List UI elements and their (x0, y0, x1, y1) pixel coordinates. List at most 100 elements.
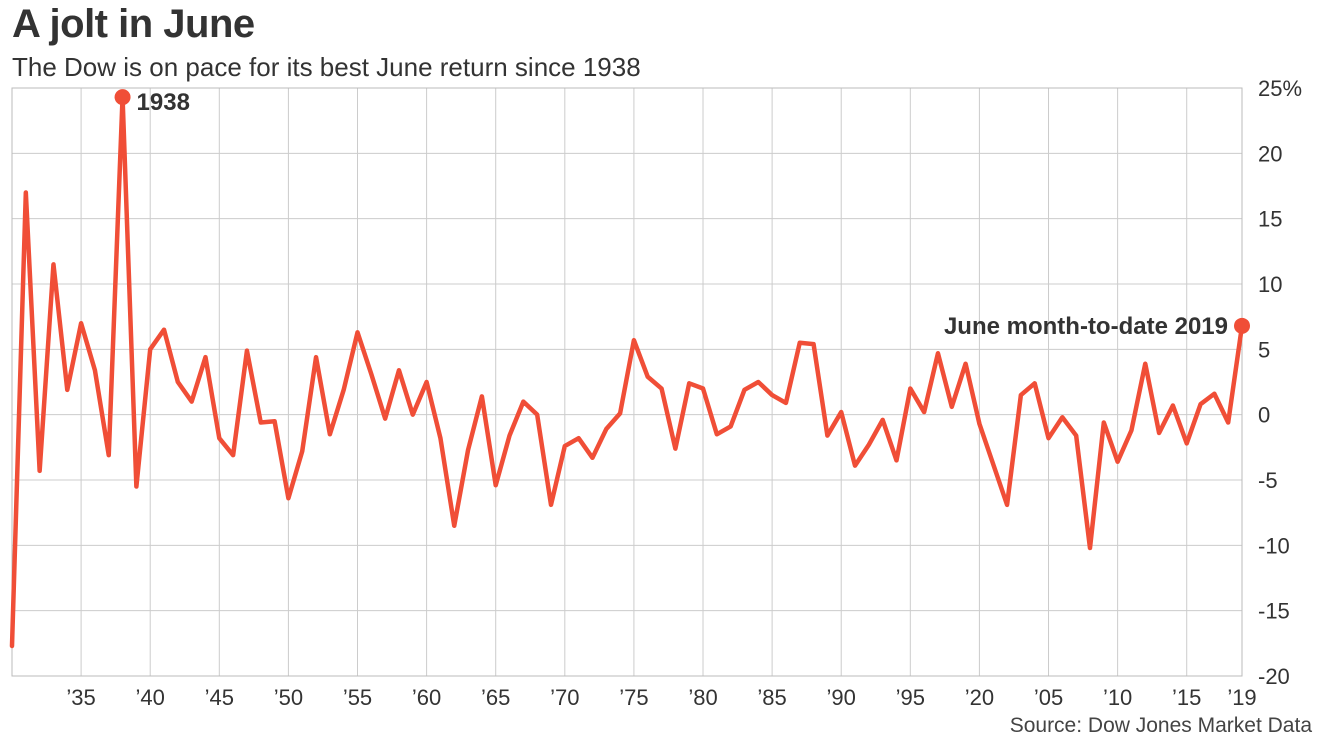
data-point (1089, 547, 1091, 549)
mtd-2019-marker (1234, 317, 1250, 334)
chart-subtitle: The Dow is on pace for its best June ret… (12, 52, 641, 82)
y-tick-label: 25% (1258, 76, 1302, 101)
y-tick-label: 0 (1258, 403, 1270, 428)
x-tick-label: ’80 (688, 685, 717, 710)
data-point (1034, 382, 1036, 384)
data-point (135, 486, 137, 488)
source-note: Source: Dow Jones Market Data (1009, 714, 1312, 737)
data-point (315, 356, 317, 358)
data-point (426, 381, 428, 383)
data-point (1158, 432, 1160, 434)
data-point (1172, 405, 1174, 407)
x-tick-label: ’20 (965, 685, 994, 710)
x-tick-label: ’75 (619, 685, 648, 710)
x-tick-label: ’85 (757, 685, 786, 710)
data-point (481, 395, 483, 397)
data-point (743, 389, 745, 391)
data-point (992, 463, 994, 465)
x-tick-label: ’19 (1227, 685, 1256, 710)
data-point (1227, 422, 1229, 424)
data-point (509, 435, 511, 437)
data-point (1200, 403, 1202, 405)
data-point (287, 497, 289, 499)
y-tick-label: 15 (1258, 207, 1282, 232)
x-tick-label: ’15 (1172, 685, 1201, 710)
data-point (274, 420, 276, 422)
data-point (232, 454, 234, 456)
data-point (343, 389, 345, 391)
data-point (1117, 461, 1119, 463)
data-point (550, 504, 552, 506)
x-tick-label: ’10 (1103, 685, 1132, 710)
data-point (25, 192, 27, 194)
data-point (218, 437, 220, 439)
data-point (439, 437, 441, 439)
data-points (11, 96, 1243, 647)
data-point (522, 401, 524, 403)
data-point (937, 352, 939, 354)
data-point (1075, 435, 1077, 437)
data-point (1061, 416, 1063, 418)
data-point (149, 348, 151, 350)
data-point (633, 339, 635, 341)
data-point (674, 448, 676, 450)
data-point (1103, 422, 1105, 424)
data-point (357, 331, 359, 333)
plot-frame (11, 87, 1243, 677)
data-point (799, 342, 801, 344)
data-point (757, 381, 759, 383)
data-point (895, 459, 897, 461)
data-point (108, 454, 110, 456)
data-point (370, 373, 372, 375)
x-tick-label: ’05 (1034, 685, 1063, 710)
data-point (978, 423, 980, 425)
data-point (204, 356, 206, 358)
data-point (840, 411, 842, 413)
data-point (647, 376, 649, 378)
data-point (826, 435, 828, 437)
data-point (329, 433, 331, 435)
y-axis: 25% 20 15 10 5 0 -5 -10 -15 -20 (1258, 76, 1302, 689)
data-point (495, 484, 497, 486)
data-point (785, 402, 787, 404)
x-tick-label: ’95 (896, 685, 925, 710)
data-point (661, 388, 663, 390)
y-tick-label: -5 (1258, 468, 1278, 493)
data-point (951, 406, 953, 408)
y-tick-label: -10 (1258, 533, 1290, 558)
data-point (1144, 363, 1146, 365)
data-point (163, 329, 165, 331)
y-tick-label: 5 (1258, 337, 1270, 362)
data-point (771, 394, 773, 396)
data-point (467, 449, 469, 451)
annotation-label-2019: June month-to-date 2019 (944, 313, 1228, 340)
data-point (923, 411, 925, 413)
data-point (453, 525, 455, 527)
data-point (536, 414, 538, 416)
data-point (688, 382, 690, 384)
data-point (730, 425, 732, 427)
data-point (398, 369, 400, 371)
data-point (384, 418, 386, 420)
annotation-label-1938: 1938 (137, 89, 190, 116)
data-point (191, 401, 193, 403)
x-tick-label: ’45 (205, 685, 234, 710)
x-axis: ’35 ’40 ’45 ’50 ’55 ’60 ’65 ’70 ’75 ’80 ’85 ’90 ’95 ’… (66, 685, 1256, 710)
y-tick-label: -20 (1258, 664, 1290, 689)
data-point (11, 645, 13, 647)
data-point (909, 388, 911, 390)
data-point (1186, 442, 1188, 444)
x-tick-label: ’35 (66, 685, 95, 710)
x-tick-label: ’60 (412, 685, 441, 710)
data-point (1130, 429, 1132, 431)
peak-1938-marker (114, 89, 131, 106)
x-tick-label: ’70 (550, 685, 579, 710)
data-point (702, 388, 704, 390)
x-tick-label: ’55 (343, 685, 372, 710)
data-point (564, 445, 566, 447)
annotations: 1938 June month-to-date 2019 (114, 89, 1250, 340)
y-tick-label: 20 (1258, 141, 1282, 166)
data-point (1020, 394, 1022, 396)
y-tick-label: 10 (1258, 272, 1282, 297)
